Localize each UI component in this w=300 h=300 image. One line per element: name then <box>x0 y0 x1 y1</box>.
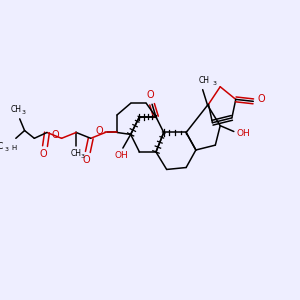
Text: CH: CH <box>10 105 21 114</box>
Text: H: H <box>11 145 16 151</box>
Text: O: O <box>257 94 265 104</box>
Text: O: O <box>39 149 47 159</box>
Text: C: C <box>0 142 3 151</box>
Text: CH: CH <box>71 149 82 158</box>
Text: O: O <box>96 125 103 136</box>
Text: O: O <box>82 155 90 165</box>
Text: 3: 3 <box>81 154 85 159</box>
Text: OH: OH <box>237 129 250 138</box>
Text: 3: 3 <box>22 110 26 115</box>
Text: 3: 3 <box>4 146 8 152</box>
Text: 3: 3 <box>212 81 216 86</box>
Text: CH: CH <box>199 76 210 85</box>
Text: OH: OH <box>114 151 128 160</box>
Text: O: O <box>52 130 59 140</box>
Text: O: O <box>146 89 154 100</box>
